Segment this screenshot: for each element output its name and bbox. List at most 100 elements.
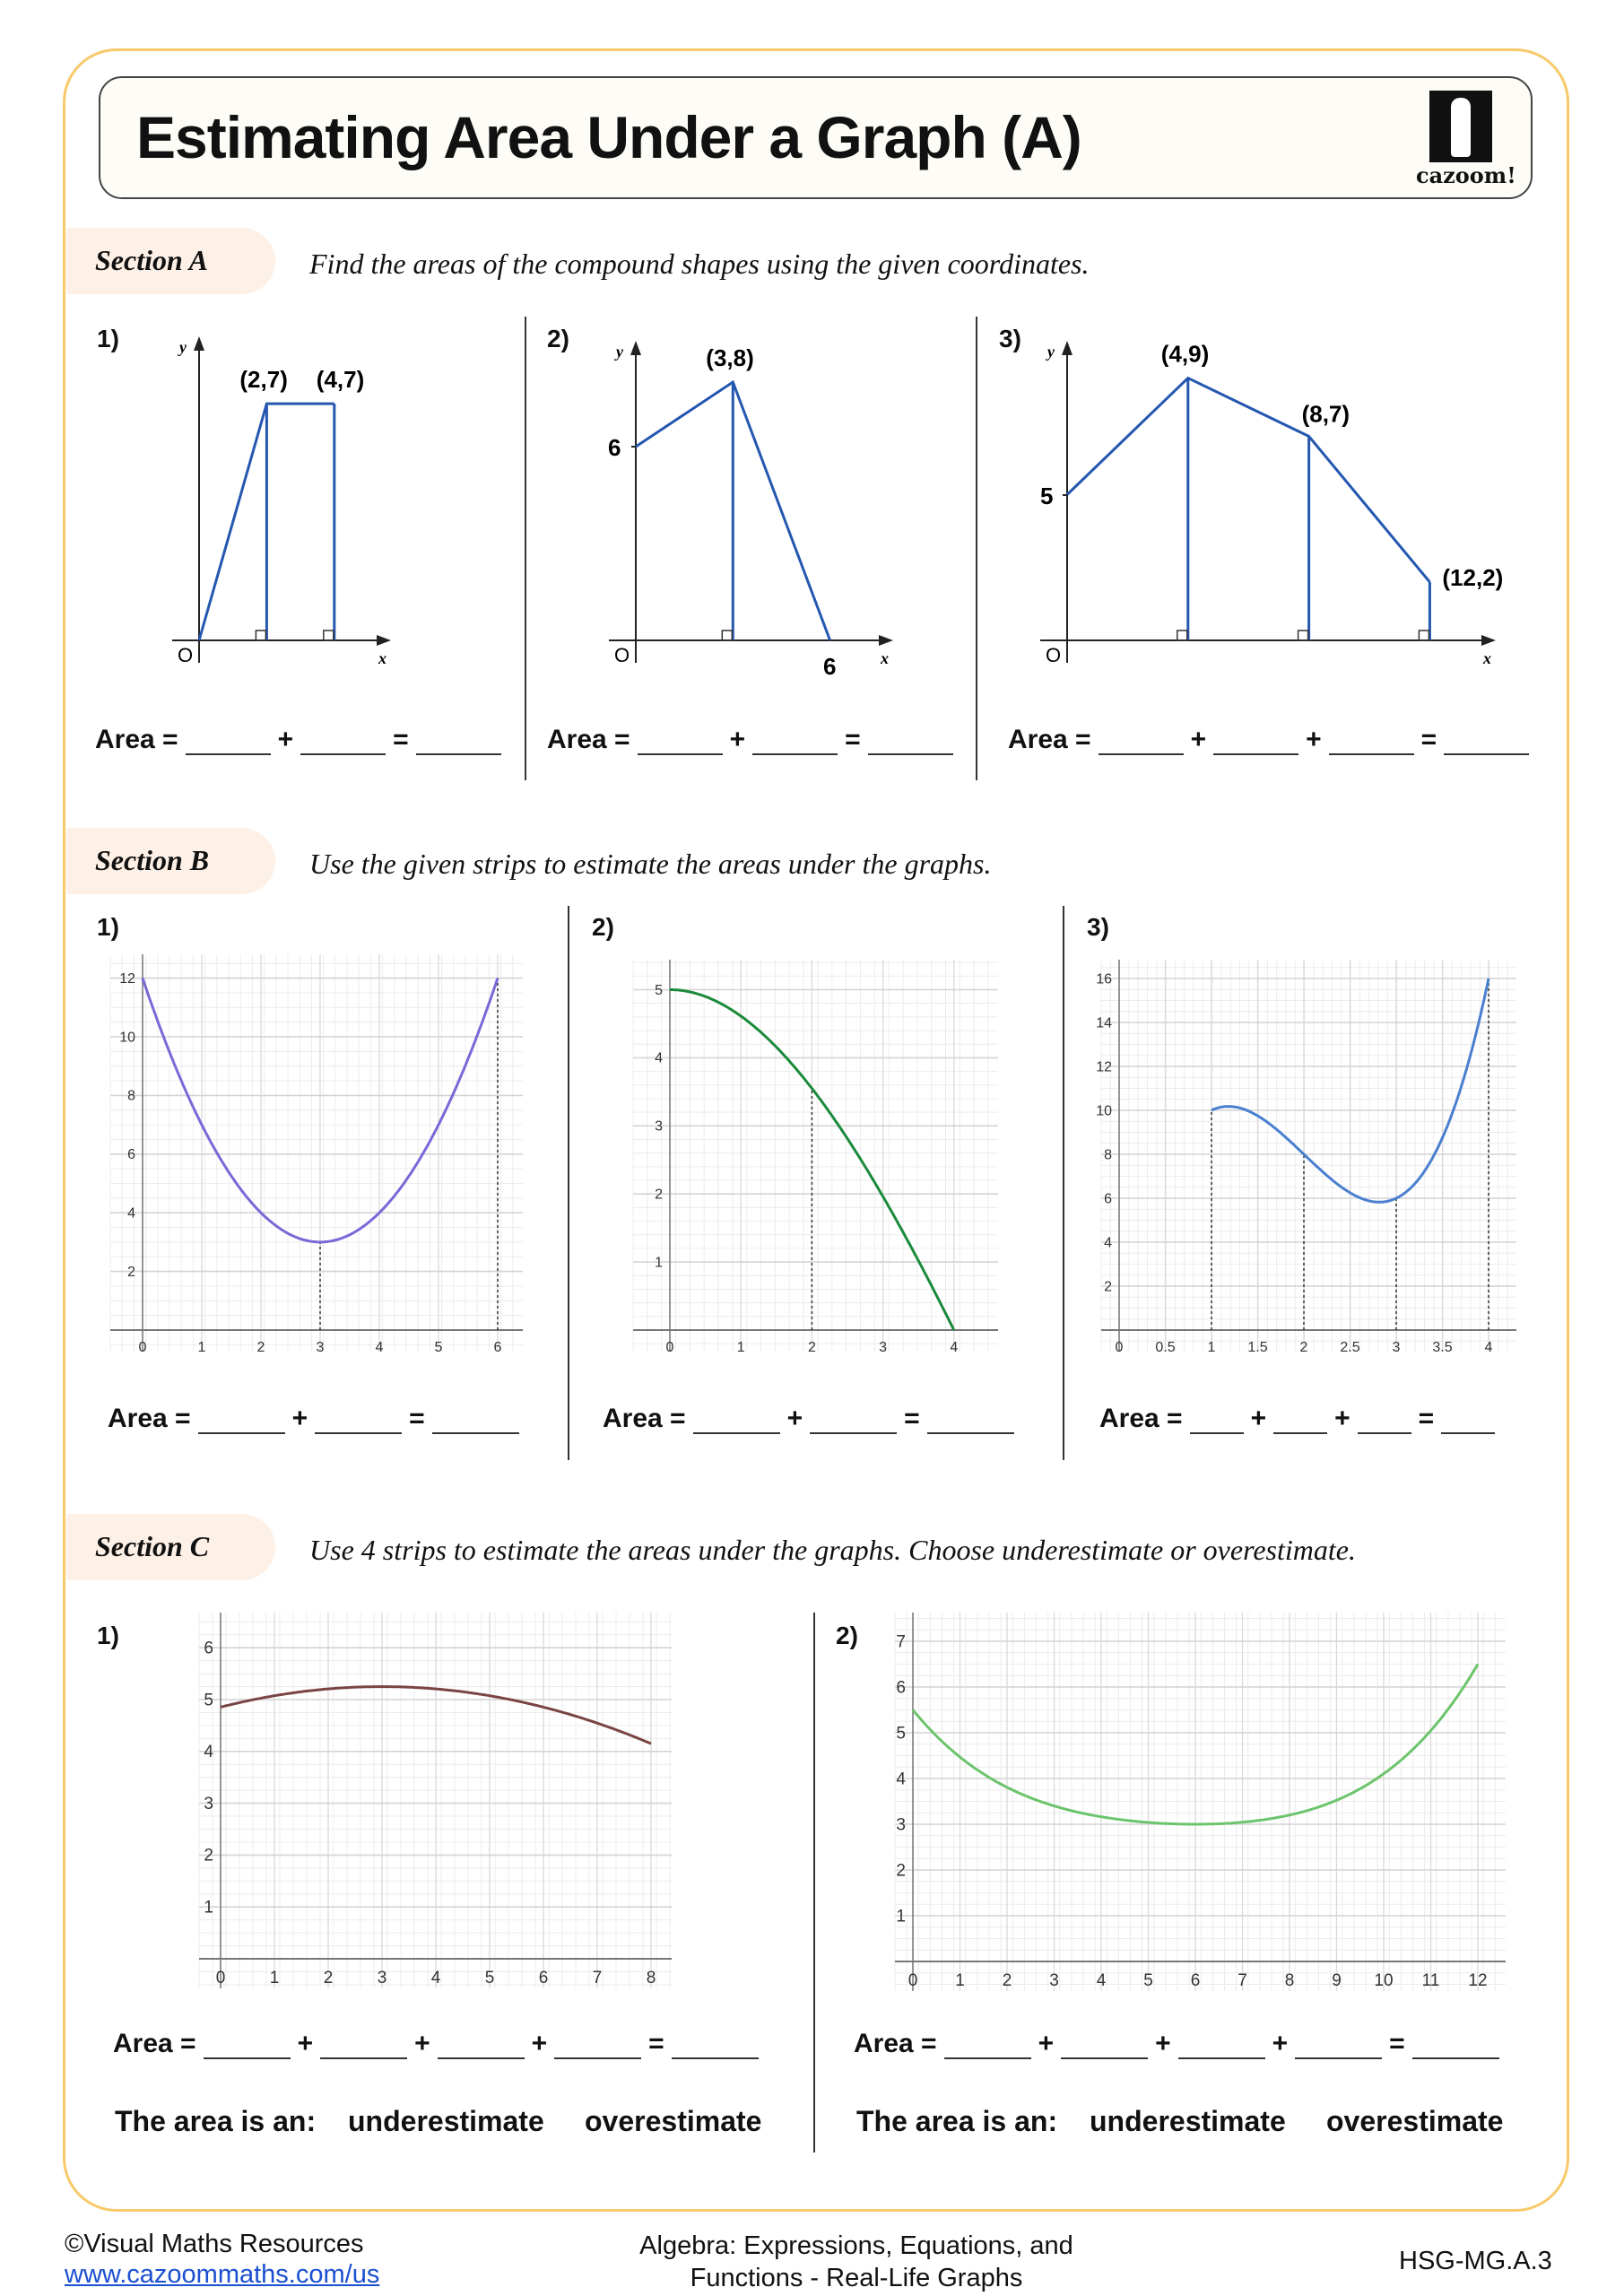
plus-sign: + <box>1190 725 1207 754</box>
x-tick-label: 0 <box>1116 1340 1124 1355</box>
answer-blank[interactable] <box>185 728 271 755</box>
answer-blank[interactable] <box>1411 2032 1499 2059</box>
coordinate-label: (8,7) <box>1302 401 1350 428</box>
answer-blank[interactable] <box>926 1407 1014 1434</box>
x-tick-label: 12 <box>1468 1971 1487 1990</box>
question-a3-number: 3) <box>999 325 1021 352</box>
question-c2-number: 2) <box>836 1622 858 1649</box>
answer-blank[interactable] <box>1328 728 1414 755</box>
x-tick-label: 4 <box>431 1969 441 1987</box>
answer-blank[interactable] <box>315 1407 403 1434</box>
area-label: Area = <box>95 725 178 754</box>
y-tick-label: 5 <box>204 1691 213 1709</box>
area-label: Area = <box>108 1404 191 1433</box>
x-tick-label: 5 <box>1143 1971 1153 1990</box>
x-tick-label: 6 <box>494 1340 502 1355</box>
coordinate-label: (4,9) <box>1161 341 1209 368</box>
x-tick-label: 4 <box>376 1340 384 1355</box>
x-tick-label: 3 <box>378 1969 387 1987</box>
y-tick-label: 10 <box>1096 1103 1112 1118</box>
y-value-label: 6 <box>608 434 621 461</box>
answer-blank[interactable] <box>431 1407 519 1434</box>
x-tick-label: 10 <box>1374 1971 1393 1990</box>
area-label: Area = <box>603 1404 686 1433</box>
answer-blank[interactable] <box>692 1407 780 1434</box>
answer-blank[interactable] <box>415 728 501 755</box>
answer-blank[interactable] <box>637 728 723 755</box>
area-answer-row: Area = + = <box>547 725 953 755</box>
x-tick-label: 6 <box>1191 1971 1201 1990</box>
x-tick-label: 1 <box>955 1971 965 1990</box>
overestimate-option-1[interactable]: overestimate <box>585 2105 762 2137</box>
answer-blank[interactable] <box>1177 2032 1265 2059</box>
y-tick-label: 8 <box>127 1089 135 1104</box>
answer-blank[interactable] <box>300 728 386 755</box>
x-tick-label: 4 <box>950 1340 958 1355</box>
answer-blank[interactable] <box>1098 728 1184 755</box>
equals-sign: = <box>1420 725 1437 754</box>
underestimate-option-2[interactable]: underestimate <box>1090 2105 1286 2137</box>
y-axis-arrow-icon <box>194 336 204 351</box>
answer-blank[interactable] <box>554 2032 642 2059</box>
x-axis-label: x <box>1482 649 1491 667</box>
answer-blank[interactable] <box>197 1407 285 1434</box>
underestimate-option-1[interactable]: underestimate <box>348 2105 544 2137</box>
x-tick-label: 2 <box>1003 1971 1012 1990</box>
x-tick-label: 0 <box>908 1971 918 1990</box>
y-tick-label: 2 <box>127 1265 135 1280</box>
footer-link[interactable]: www.cazoommaths.com/us <box>65 2260 380 2289</box>
plus-sign: + <box>1250 1404 1267 1433</box>
coordinate-label: (2,7) <box>239 366 287 393</box>
answer-blank[interactable] <box>1441 1407 1496 1434</box>
area-is-label: The area is an: <box>115 2105 317 2137</box>
answer-blank[interactable] <box>671 2032 759 2059</box>
page-title: Estimating Area Under a Graph (A) <box>136 104 1082 170</box>
answer-blank[interactable] <box>752 728 838 755</box>
x-axis-label: x <box>378 649 386 667</box>
x-tick-label: 2.5 <box>1340 1340 1359 1355</box>
equals-sign: = <box>1418 1404 1435 1433</box>
section-c-instruction: Use 4 strips to estimate the areas under… <box>309 1534 1356 1566</box>
plus-sign: + <box>729 725 746 754</box>
answer-blank[interactable] <box>203 2032 291 2059</box>
answer-blank[interactable] <box>867 728 953 755</box>
shape-outline <box>1065 376 1431 583</box>
x-tick-label: 3.5 <box>1432 1340 1452 1355</box>
plus-sign: + <box>786 1404 803 1433</box>
answer-blank[interactable] <box>1273 1407 1328 1434</box>
footer-topic: Algebra: Expressions, Equations, and Fun… <box>639 2231 1073 2292</box>
function-curve <box>1211 978 1490 1204</box>
x-tick-label: 2 <box>1300 1340 1308 1355</box>
coordinate-label: (3,8) <box>706 344 753 371</box>
y-axis-label: y <box>178 338 187 356</box>
answer-blank[interactable] <box>1061 2032 1149 2059</box>
y-tick-label: 4 <box>655 1051 663 1066</box>
overestimate-option-2[interactable]: overestimate <box>1326 2105 1504 2137</box>
answer-blank[interactable] <box>1189 1407 1244 1434</box>
origin-label: O <box>1046 644 1061 666</box>
answer-blank[interactable] <box>810 1407 898 1434</box>
area-label: Area = <box>854 2029 937 2058</box>
question-a1-number: 1) <box>97 325 119 352</box>
graph-sectionB-questions-2 <box>1100 960 1516 1352</box>
question-a2-number: 2) <box>547 325 569 352</box>
answer-blank[interactable] <box>1213 728 1299 755</box>
y-tick-label: 10 <box>119 1030 135 1045</box>
answer-blank[interactable] <box>1357 1407 1411 1434</box>
answer-blank[interactable] <box>943 2032 1031 2059</box>
y-tick-label: 6 <box>204 1639 213 1658</box>
plus-sign: + <box>277 725 294 754</box>
answer-blank[interactable] <box>1295 2032 1383 2059</box>
right-angle-icon <box>323 630 334 641</box>
x-tick-label: 3 <box>1393 1340 1401 1355</box>
answer-blank[interactable] <box>437 2032 525 2059</box>
equals-sign: = <box>904 1404 920 1433</box>
y-tick-label: 5 <box>896 1724 906 1743</box>
question-c1-number: 1) <box>97 1622 119 1649</box>
area-answer-row: Area = + = <box>95 725 501 755</box>
column-divider <box>1063 906 1064 1460</box>
cazoom-logo: cazoom! <box>1416 91 1516 188</box>
answer-blank[interactable] <box>320 2032 408 2059</box>
answer-blank[interactable] <box>1444 728 1530 755</box>
